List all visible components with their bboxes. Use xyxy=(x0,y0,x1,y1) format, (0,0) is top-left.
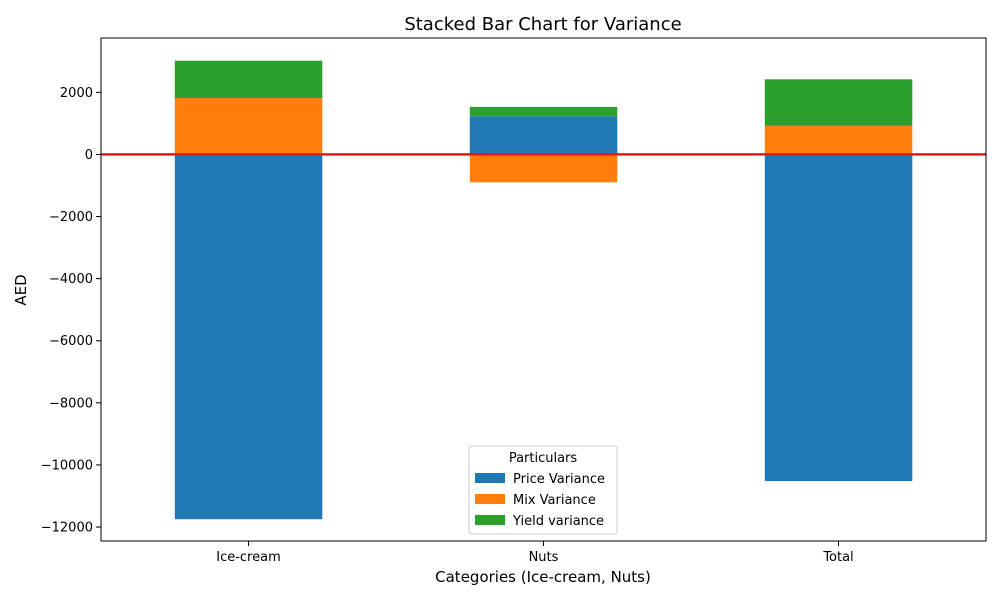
bar-nuts-yield-variance xyxy=(469,106,618,117)
y-tick-label: −6000 xyxy=(49,334,93,349)
bar-ice-cream-mix-variance xyxy=(174,97,323,155)
x-tick-label: Nuts xyxy=(529,550,559,565)
legend-title: Particulars xyxy=(509,451,578,466)
y-tick-label: 0 xyxy=(85,148,93,163)
legend-swatch xyxy=(475,515,505,525)
bar-total-price-variance xyxy=(764,154,913,481)
x-axis-label: Categories (Ice-cream, Nuts) xyxy=(435,568,651,586)
bar-total-yield-variance xyxy=(764,79,913,126)
x-tick-label: Ice-cream xyxy=(216,550,281,565)
bar-nuts-mix-variance xyxy=(469,154,618,183)
y-tick-label: −10000 xyxy=(41,458,93,473)
y-axis-label: AED xyxy=(12,274,30,305)
bar-nuts-price-variance xyxy=(469,116,618,155)
bar-ice-cream-price-variance xyxy=(174,154,323,520)
bar-total-mix-variance xyxy=(764,125,913,155)
y-tick-label: −4000 xyxy=(49,272,93,287)
y-tick-label: 2000 xyxy=(60,86,93,101)
legend-item-label: Mix Variance xyxy=(513,493,596,508)
legend-item-label: Yield variance xyxy=(512,514,604,529)
x-tick-label: Total xyxy=(822,550,853,565)
y-tick-label: −2000 xyxy=(49,210,93,225)
legend: Particulars Price Variance Mix Variance Yie… xyxy=(468,445,618,535)
legend-item-label: Price Variance xyxy=(513,472,605,487)
y-tick-label: −12000 xyxy=(41,521,93,536)
plot-frame xyxy=(100,37,987,542)
legend-swatch xyxy=(475,473,505,483)
plot-area: Ice-cream Nuts Total 2000 0 −2000 −4000 −6000 −8… xyxy=(41,37,987,565)
legend-swatch xyxy=(475,494,505,504)
legend-box xyxy=(468,445,618,535)
bar-ice-cream-yield-variance xyxy=(174,60,323,98)
y-tick-label: −8000 xyxy=(49,396,93,411)
chart-title: Stacked Bar Chart for Variance xyxy=(404,14,681,35)
